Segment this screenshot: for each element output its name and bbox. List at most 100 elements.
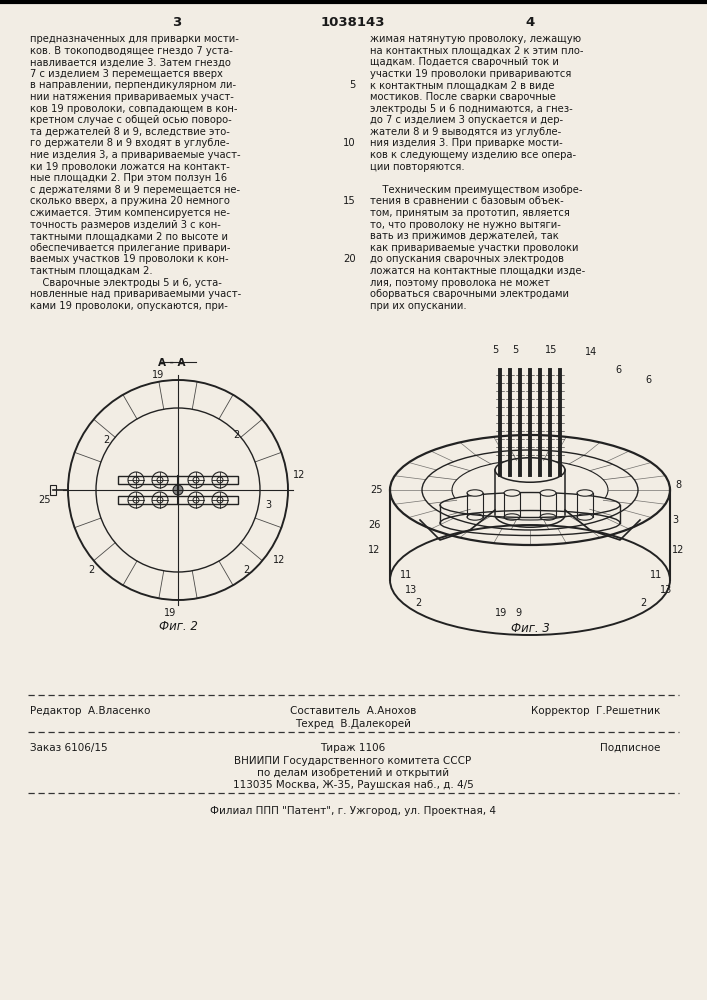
Text: 12: 12: [368, 545, 380, 555]
Text: 6: 6: [645, 375, 651, 385]
Text: 12: 12: [273, 555, 286, 565]
Text: Тираж 1106: Тираж 1106: [320, 743, 385, 753]
Text: A - A: A - A: [158, 358, 186, 368]
Text: Филиал ППП "Патент", г. Ужгород, ул. Проектная, 4: Филиал ППП "Патент", г. Ужгород, ул. Про…: [210, 806, 496, 816]
Text: 5: 5: [492, 345, 498, 355]
Text: 8: 8: [675, 480, 681, 490]
Text: ки 19 проволоки ложатся на контакт-: ки 19 проволоки ложатся на контакт-: [30, 162, 230, 172]
Text: 14: 14: [585, 347, 597, 357]
Text: 12: 12: [672, 545, 684, 555]
Text: 19: 19: [164, 608, 176, 618]
Text: Корректор  Г.Решетник: Корректор Г.Решетник: [531, 706, 660, 716]
Text: ложатся на контактные площадки изде-: ложатся на контактные площадки изде-: [370, 266, 585, 276]
Text: ВНИИПИ Государственного комитета СССР: ВНИИПИ Государственного комитета СССР: [235, 756, 472, 766]
Text: тактным площадкам 2.: тактным площадкам 2.: [30, 266, 153, 276]
Text: 26: 26: [368, 520, 380, 530]
Text: Сварочные электроды 5 и 6, уста-: Сварочные электроды 5 и 6, уста-: [30, 278, 222, 288]
Text: нии натяжения привариваемых участ-: нии натяжения привариваемых участ-: [30, 92, 234, 102]
Text: как привариваемые участки проволоки: как привариваемые участки проволоки: [370, 243, 578, 253]
Text: 5: 5: [350, 80, 356, 90]
Text: ции повторяются.: ции повторяются.: [370, 162, 464, 172]
Text: 7 с изделием 3 перемещается вверх: 7 с изделием 3 перемещается вверх: [30, 69, 223, 79]
Text: 15: 15: [344, 196, 356, 206]
Text: к контактным площадкам 2 в виде: к контактным площадкам 2 в виде: [370, 80, 554, 90]
Text: та держателей 8 и 9, вследствие это-: та держателей 8 и 9, вследствие это-: [30, 127, 230, 137]
Bar: [118, 476, 238, 484]
Text: Подписное: Подписное: [600, 743, 660, 753]
Text: Редактор  А.Власенко: Редактор А.Власенко: [30, 706, 151, 716]
Text: предназначенных для приварки мости-: предназначенных для приварки мости-: [30, 34, 239, 44]
Text: кретном случае с общей осью поворо-: кретном случае с общей осью поворо-: [30, 115, 232, 125]
Text: 19: 19: [152, 370, 164, 380]
Text: 2: 2: [640, 598, 646, 608]
Text: 19: 19: [495, 608, 507, 618]
Text: ками 19 проволоки, опускаются, при-: ками 19 проволоки, опускаются, при-: [30, 301, 228, 311]
Text: ков 19 проволоки, совпадающем в кон-: ков 19 проволоки, совпадающем в кон-: [30, 104, 238, 114]
Text: ваемых участков 19 проволоки к кон-: ваемых участков 19 проволоки к кон-: [30, 254, 228, 264]
Text: 2: 2: [415, 598, 421, 608]
Text: до 7 с изделием 3 опускается и дер-: до 7 с изделием 3 опускается и дер-: [370, 115, 563, 125]
Text: в направлении, перпендикулярном ли-: в направлении, перпендикулярном ли-: [30, 80, 236, 90]
Text: 13: 13: [405, 585, 417, 595]
Text: 25: 25: [38, 495, 50, 505]
Text: 2: 2: [233, 430, 239, 440]
Text: ков. В токоподводящее гнездо 7 уста-: ков. В токоподводящее гнездо 7 уста-: [30, 46, 233, 56]
Ellipse shape: [467, 490, 483, 496]
Text: ние изделия 3, а привариваемые участ-: ние изделия 3, а привариваемые участ-: [30, 150, 240, 160]
Ellipse shape: [577, 490, 593, 496]
Text: жимая натянутую проволоку, лежащую: жимая натянутую проволоку, лежащую: [370, 34, 581, 44]
Text: том, принятым за прототип, является: том, принятым за прототип, является: [370, 208, 570, 218]
Text: 25: 25: [370, 485, 382, 495]
Text: Техред  В.Далекорей: Техред В.Далекорей: [295, 719, 411, 729]
Text: тения в сравнении с базовым объек-: тения в сравнении с базовым объек-: [370, 196, 563, 206]
Text: 5: 5: [512, 345, 518, 355]
Text: Фиг. 2: Фиг. 2: [158, 620, 197, 633]
Text: 6: 6: [615, 365, 621, 375]
Text: 1038143: 1038143: [321, 16, 385, 29]
Text: по делам изобретений и открытий: по делам изобретений и открытий: [257, 768, 449, 778]
Ellipse shape: [504, 490, 520, 496]
Text: жатели 8 и 9 выводятся из углубле-: жатели 8 и 9 выводятся из углубле-: [370, 127, 561, 137]
Text: 2: 2: [243, 565, 250, 575]
Text: электроды 5 и 6 поднимаются, а гнез-: электроды 5 и 6 поднимаются, а гнез-: [370, 104, 573, 114]
Text: 12: 12: [293, 470, 305, 480]
Text: Заказ 6106/15: Заказ 6106/15: [30, 743, 107, 753]
Ellipse shape: [440, 492, 620, 518]
Text: на контактных площадках 2 к этим пло-: на контактных площадках 2 к этим пло-: [370, 46, 583, 56]
Text: 10: 10: [344, 138, 356, 148]
Text: тактными площадками 2 по высоте и: тактными площадками 2 по высоте и: [30, 231, 228, 241]
Bar: [50, 485, 56, 495]
Text: Фиг. 3: Фиг. 3: [510, 622, 549, 635]
Text: 2: 2: [103, 435, 110, 445]
Text: щадкам. Подается сварочный ток и: щадкам. Подается сварочный ток и: [370, 57, 559, 67]
Text: обеспечивается прилегание привари-: обеспечивается прилегание привари-: [30, 243, 230, 253]
Text: ния изделия 3. При приварке мости-: ния изделия 3. При приварке мости-: [370, 138, 563, 148]
Text: 20: 20: [344, 254, 356, 264]
Text: то, что проволоку не нужно вытяги-: то, что проволоку не нужно вытяги-: [370, 220, 561, 230]
Text: 15: 15: [545, 345, 557, 355]
Text: участки 19 проволоки привариваются: участки 19 проволоки привариваются: [370, 69, 571, 79]
Text: при их опускании.: при их опускании.: [370, 301, 467, 311]
Text: 11: 11: [400, 570, 412, 580]
Text: Составитель  А.Анохов: Составитель А.Анохов: [290, 706, 416, 716]
Text: лия, поэтому проволока не может: лия, поэтому проволока не может: [370, 278, 550, 288]
Text: с держателями 8 и 9 перемещается не-: с держателями 8 и 9 перемещается не-: [30, 185, 240, 195]
Text: точность размеров изделий 3 с кон-: точность размеров изделий 3 с кон-: [30, 220, 221, 230]
Text: сжимается. Этим компенсируется не-: сжимается. Этим компенсируется не-: [30, 208, 230, 218]
Text: 3: 3: [173, 16, 182, 29]
Text: вать из прижимов держателей, так: вать из прижимов держателей, так: [370, 231, 559, 241]
Text: мостиков. После сварки сварочные: мостиков. После сварки сварочные: [370, 92, 556, 102]
Text: оборваться сварочными электродами: оборваться сварочными электродами: [370, 289, 569, 299]
Text: ные площадки 2. При этом ползун 16: ные площадки 2. При этом ползун 16: [30, 173, 227, 183]
Text: навливается изделие 3. Затем гнездо: навливается изделие 3. Затем гнездо: [30, 57, 231, 67]
Text: 3: 3: [672, 515, 678, 525]
Text: 4: 4: [525, 16, 534, 29]
Bar: [118, 496, 238, 504]
Text: до опускания сварочных электродов: до опускания сварочных электродов: [370, 254, 564, 264]
Text: 113035 Москва, Ж-35, Раушская наб., д. 4/5: 113035 Москва, Ж-35, Раушская наб., д. 4…: [233, 780, 474, 790]
Text: 3: 3: [265, 500, 271, 510]
Text: сколько вверх, а пружина 20 немного: сколько вверх, а пружина 20 немного: [30, 196, 230, 206]
Ellipse shape: [540, 490, 556, 496]
Text: ков к следующему изделию все опера-: ков к следующему изделию все опера-: [370, 150, 576, 160]
Text: новленные над привариваемыми участ-: новленные над привариваемыми участ-: [30, 289, 241, 299]
